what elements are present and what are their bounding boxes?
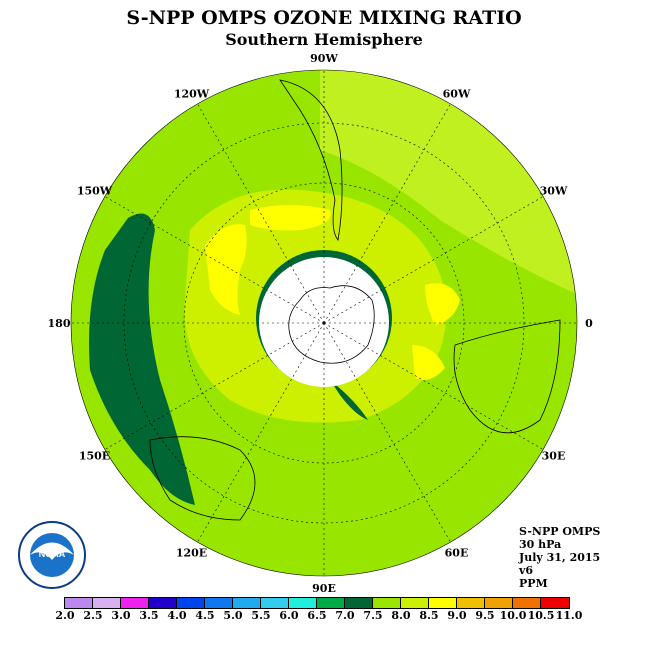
color-legend-swatch	[345, 598, 373, 608]
meridian-line	[197, 322, 325, 543]
longitude-labels: 90W 60W 30W 0 30E 60E 90E 120E 150E 180 150W 120W	[48, 52, 594, 595]
high-zone-4	[412, 345, 445, 381]
color-legend-swatch	[457, 598, 485, 608]
high-zone-1	[205, 224, 247, 315]
info-line: S-NPP OMPS	[519, 525, 601, 538]
south-america-outline	[279, 79, 343, 241]
longitude-label: 0	[585, 317, 593, 330]
color-legend-tick: 8.0	[391, 609, 411, 622]
meridian-line	[323, 322, 451, 543]
page-title: S-NPP OMPS OZONE MIXING RATIO	[126, 7, 522, 29]
info-line: v6	[519, 564, 534, 577]
color-legend-swatch	[373, 598, 401, 608]
meridian-lines	[71, 70, 577, 576]
color-legend-swatch	[149, 598, 177, 608]
longitude-label: 90W	[310, 52, 338, 65]
longitude-label: 30W	[540, 185, 568, 198]
meridian-line	[104, 196, 325, 324]
meridian-line	[197, 103, 325, 324]
australia-outline	[149, 436, 256, 521]
longitude-label: 120E	[176, 546, 207, 559]
color-legend-tick: 10.5	[527, 609, 555, 622]
color-legend-tick: 4.5	[195, 609, 215, 622]
longitude-label: 60W	[443, 88, 471, 101]
color-legend-swatch	[513, 598, 541, 608]
low-zone-west	[89, 213, 195, 506]
color-legend-swatch	[485, 598, 513, 608]
high-zone-2	[250, 205, 331, 231]
antarctica-outline	[288, 285, 375, 364]
color-legend-tick: 7.5	[363, 609, 383, 622]
color-legend	[64, 597, 570, 609]
color-legend-swatch	[317, 598, 345, 608]
africa-outline	[453, 319, 561, 434]
color-legend-swatch	[93, 598, 121, 608]
longitude-label: 90E	[312, 582, 336, 595]
longitude-label: 30E	[542, 450, 566, 463]
color-legend-tick: 7.0	[335, 609, 355, 622]
meridian-line	[323, 103, 451, 324]
longitude-label: 150E	[79, 450, 110, 463]
color-legend-tick: 3.0	[111, 609, 131, 622]
info-line: 30 hPa	[519, 538, 562, 551]
info-panel: S-NPP OMPS 30 hPa July 31, 2015 v6 PPM	[519, 525, 600, 590]
color-legend-tick: 2.5	[83, 609, 103, 622]
longitude-label: 120W	[174, 88, 210, 101]
longitude-label: 60E	[445, 546, 469, 559]
meridian-line	[104, 322, 325, 450]
map-border	[70, 69, 578, 577]
low-zone-tongue	[330, 380, 368, 420]
color-legend-tick: 10.0	[499, 609, 527, 622]
longitude-label: 150W	[77, 185, 113, 198]
color-legend-swatch	[429, 598, 457, 608]
color-legend-tick: 11.0	[555, 609, 583, 622]
meridian-line	[323, 196, 544, 324]
color-legend-swatch	[401, 598, 429, 608]
color-legend-swatch	[261, 598, 289, 608]
color-legend-swatch	[289, 598, 317, 608]
info-line: PPM	[519, 577, 548, 590]
color-legend-tick: 5.5	[251, 609, 271, 622]
page-subtitle: Southern Hemisphere	[225, 30, 423, 49]
color-legend-tick: 2.0	[55, 609, 75, 622]
color-legend-swatch	[233, 598, 261, 608]
color-legend-swatch	[177, 598, 205, 608]
color-legend-tick: 6.0	[279, 609, 299, 622]
high-zone-3	[425, 283, 460, 325]
color-legend-tick: 3.5	[139, 609, 159, 622]
color-legend-swatch	[121, 598, 149, 608]
color-legend-swatch	[205, 598, 233, 608]
noaa-logo: NOAA	[18, 521, 86, 589]
longitude-label: 180	[48, 317, 71, 330]
color-legend-swatch	[541, 598, 569, 608]
color-legend-tick: 9.5	[475, 609, 495, 622]
meridian-line	[323, 322, 544, 450]
color-legend-tick: 9.0	[447, 609, 467, 622]
info-line: July 31, 2015	[519, 551, 601, 564]
color-legend-swatch	[65, 598, 93, 608]
color-legend-tick: 8.5	[419, 609, 439, 622]
color-legend-tick: 4.0	[167, 609, 187, 622]
logo-text: NOAA	[39, 549, 66, 559]
color-legend-tick: 6.5	[307, 609, 327, 622]
color-legend-tick: 5.0	[223, 609, 243, 622]
